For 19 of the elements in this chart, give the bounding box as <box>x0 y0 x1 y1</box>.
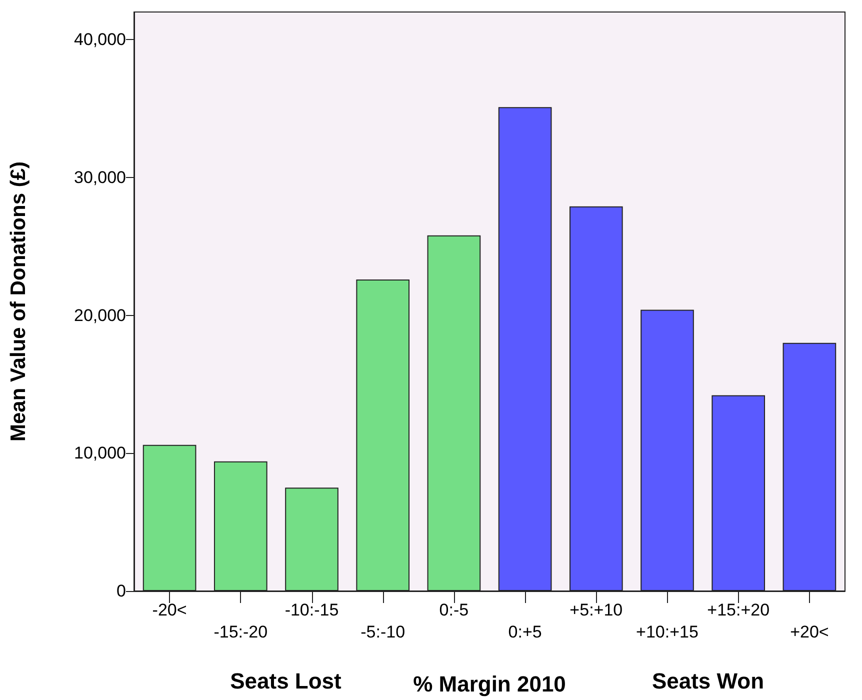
x-tick-label: -5:-10 <box>360 622 406 642</box>
y-tick-label: 10,000 <box>74 444 126 463</box>
y-tick-label: 30,000 <box>74 168 126 187</box>
x-tick-label: -15:-20 <box>214 622 268 642</box>
x-tick-label: 0:-5 <box>439 600 469 620</box>
y-tick-label: 0 <box>116 582 126 600</box>
x-tick-label: +10:+15 <box>636 622 698 642</box>
x-tick-label: +5:+10 <box>570 600 623 620</box>
y-axis-title: Mean Value of Donations (£) <box>7 161 30 442</box>
x-axis-title: % Margin 2010 <box>413 672 566 696</box>
x-tick-label: +15:+20 <box>707 600 770 620</box>
y-tick-label: 20,000 <box>74 306 126 325</box>
text: Seats Lost <box>230 668 342 694</box>
text: Seats Won <box>652 668 764 694</box>
x-tick-label: -10:-15 <box>284 600 339 620</box>
x-tick-label: -20< <box>152 600 187 620</box>
x-tick-label: 0:+5 <box>508 622 542 642</box>
y-tick-label: 40,000 <box>74 30 126 50</box>
x-tick-label: +20< <box>790 622 829 642</box>
